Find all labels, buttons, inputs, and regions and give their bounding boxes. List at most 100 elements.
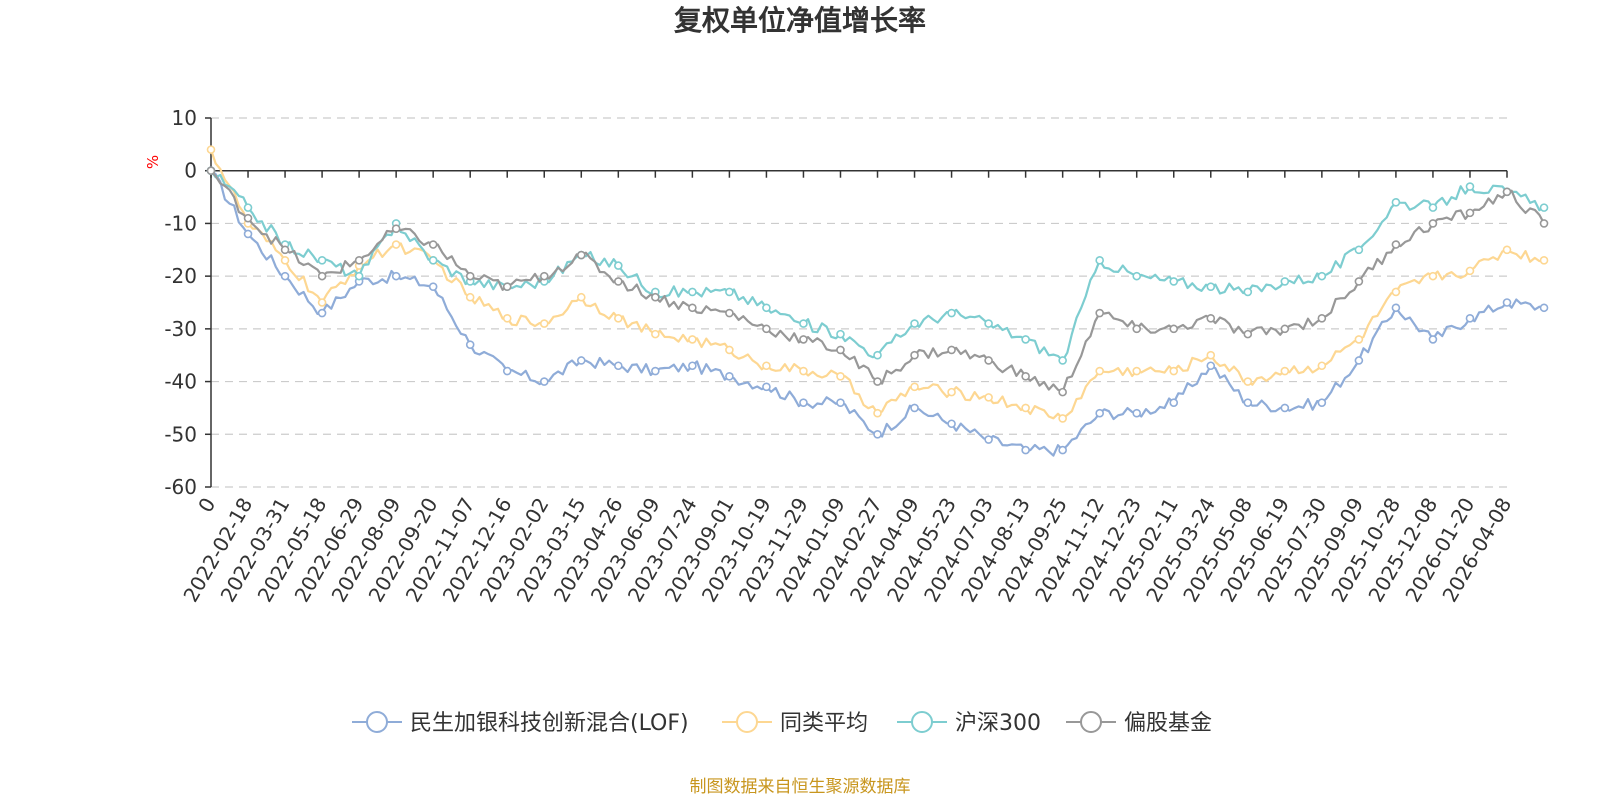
data-point: [910, 350, 919, 360]
data-point: [651, 292, 660, 302]
data-point: [1391, 303, 1401, 313]
data-point: [280, 271, 290, 281]
data-point: [799, 319, 808, 328]
data-point: [1095, 408, 1104, 418]
chart-title: 复权单位净值增长率: [674, 4, 926, 37]
data-point: [873, 429, 882, 439]
data-point: [688, 361, 697, 371]
data-point: [1354, 277, 1364, 286]
data-point: [1280, 324, 1290, 334]
source-note: 制图数据来自恒生聚源数据库: [690, 777, 911, 797]
y-tick-label: -40: [164, 370, 197, 394]
data-point: [539, 377, 549, 386]
data-point: [243, 213, 253, 223]
data-point: [1539, 303, 1549, 313]
legend-item: 民生加银科技创新混合(LOF): [352, 711, 689, 736]
data-point: [873, 350, 882, 360]
data-point: [317, 256, 327, 265]
data-point: [391, 240, 401, 249]
data-point: [1465, 314, 1475, 323]
data-point: [576, 356, 586, 365]
data-point: [1169, 277, 1179, 286]
data-point: [428, 256, 438, 265]
legend-marker-icon: [366, 711, 388, 733]
data-point: [1058, 414, 1067, 423]
series-line: [210, 170, 1545, 362]
data-point: [1169, 324, 1179, 334]
data-point: [354, 256, 364, 265]
data-point: [799, 335, 808, 344]
data-point: [762, 324, 771, 334]
data-point: [206, 166, 216, 176]
y-tick-label: -30: [164, 317, 197, 341]
y-tick-label: -50: [164, 422, 197, 446]
data-point: [1280, 366, 1290, 376]
data-point: [1243, 329, 1253, 339]
data-point: [1465, 266, 1475, 276]
data-point: [614, 277, 623, 286]
data-point: [391, 224, 401, 233]
data-point: [1206, 314, 1216, 323]
data-point: [873, 408, 882, 418]
data-point: [1502, 245, 1512, 255]
data-point: [725, 371, 734, 381]
data-point: [1354, 356, 1364, 365]
data-point: [1428, 219, 1438, 228]
data-point: [576, 250, 586, 260]
legend: 民生加银科技创新混合(LOF) 同类平均 沪深300 偏股基金: [352, 711, 1212, 736]
data-point: [1465, 182, 1475, 191]
data-point: [688, 303, 697, 313]
data-point: [1021, 335, 1030, 344]
legend-label: 同类平均: [780, 711, 868, 736]
legend-label: 偏股基金: [1124, 711, 1212, 736]
data-point: [1058, 445, 1067, 455]
data-point: [799, 398, 808, 407]
axes: 100-10-20-30-40-50-6002022-02-182022-03-…: [164, 106, 1516, 606]
data-point: [688, 287, 697, 297]
data-point: [1391, 240, 1401, 249]
data-point: [1206, 361, 1216, 371]
data-point: [688, 335, 697, 344]
data-point: [947, 419, 956, 429]
data-point: [1132, 366, 1142, 376]
y-tick-label: -10: [164, 211, 197, 235]
data-point: [1095, 256, 1104, 265]
data-point: [873, 377, 882, 386]
data-point: [1243, 398, 1253, 407]
data-point: [502, 314, 512, 323]
data-point: [1539, 256, 1549, 265]
data-point: [910, 382, 919, 392]
data-point: [465, 292, 475, 302]
data-point: [947, 387, 956, 397]
y-axis-unit: %: [144, 155, 162, 169]
data-point: [762, 382, 771, 392]
data-point: [1428, 203, 1438, 212]
data-point: [947, 345, 956, 355]
data-point: [910, 403, 919, 413]
data-point: [1317, 314, 1327, 323]
data-point: [502, 282, 512, 291]
data-point: [725, 308, 734, 318]
y-tick-label: 10: [172, 106, 197, 130]
data-point: [1428, 335, 1438, 344]
data-point: [1206, 350, 1216, 360]
data-point: [243, 229, 253, 239]
legend-item: 沪深300: [897, 711, 1041, 736]
data-point: [1539, 203, 1549, 212]
legend-marker-icon: [736, 711, 758, 733]
data-point: [243, 203, 253, 212]
data-point: [428, 282, 438, 291]
data-point: [1058, 387, 1067, 397]
x-tick-label: 0: [193, 494, 220, 517]
data-point: [1021, 403, 1030, 413]
data-point: [1206, 282, 1216, 291]
series-group: [206, 166, 1549, 397]
data-point: [1465, 208, 1475, 218]
data-point: [1243, 377, 1253, 386]
data-point: [614, 361, 623, 371]
data-point: [1169, 366, 1179, 376]
data-point: [984, 393, 993, 402]
data-point: [576, 292, 586, 302]
data-point: [539, 271, 549, 281]
data-point: [984, 319, 993, 328]
